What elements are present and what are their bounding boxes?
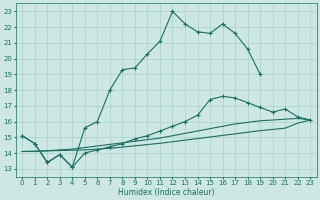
X-axis label: Humidex (Indice chaleur): Humidex (Indice chaleur)	[118, 188, 214, 197]
